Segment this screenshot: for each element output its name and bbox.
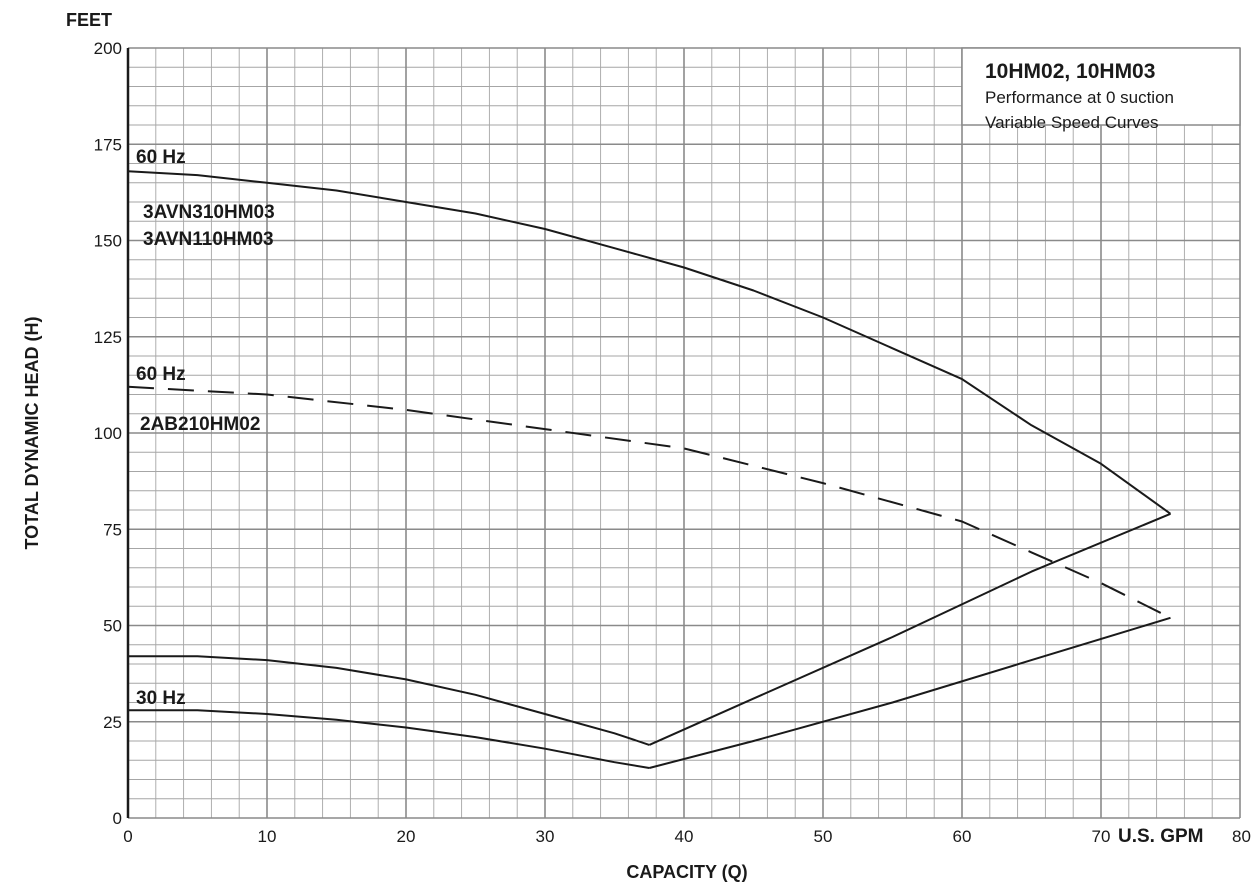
x-axis-title: CAPACITY (Q) — [626, 862, 747, 882]
y-tick-label: 125 — [94, 328, 122, 347]
y-unit-label: FEET — [66, 10, 112, 30]
curve-2 — [128, 655, 650, 746]
x-tick-label: 30 — [536, 827, 555, 846]
y-tick-label: 25 — [103, 713, 122, 732]
x-tick-label: 40 — [675, 827, 694, 846]
x-tick-label: 50 — [814, 827, 833, 846]
y-tick-label: 175 — [94, 135, 122, 154]
x-tick-label: 10 — [258, 827, 277, 846]
label-model-3avn310hm03: 3AVN310HM03 — [143, 202, 275, 223]
legend-box — [961, 47, 1241, 126]
label-30hz: 30 Hz — [136, 688, 186, 709]
label-model-3avn110hm03: 3AVN110HM03 — [143, 229, 274, 250]
y-tick-labels: 0 25 50 75 100 125 150 175 200 — [94, 39, 122, 828]
x-tick-label: 20 — [397, 827, 416, 846]
label-model-2ab210hm02: 2AB210HM02 — [140, 414, 260, 435]
y-tick-label: 100 — [94, 424, 122, 443]
y-tick-label: 50 — [103, 617, 122, 636]
y-tick-label: 150 — [94, 232, 122, 251]
x-tick-label: 70 — [1092, 827, 1111, 846]
x-tick-label: 80 — [1232, 827, 1251, 846]
legend-subtitle-2: Variable Speed Curves — [985, 113, 1159, 132]
curve-1 — [127, 170, 1172, 515]
y-tick-label: 0 — [113, 809, 122, 828]
x-tick-labels: 0 10 20 30 40 50 60 70 80 — [123, 827, 1251, 846]
label-60hz-lower: 60 Hz — [136, 364, 186, 385]
y-tick-label: 75 — [103, 520, 122, 539]
legend-title: 10HM02, 10HM03 — [985, 60, 1155, 83]
curve-3 — [648, 512, 1171, 746]
label-60hz-upper: 60 Hz — [136, 147, 186, 168]
y-axis-title: TOTAL DYNAMIC HEAD (H) — [22, 317, 42, 550]
legend-subtitle-1: Performance at 0 suction — [985, 88, 1174, 107]
x-tick-label: 60 — [953, 827, 972, 846]
curve-5 — [128, 709, 650, 769]
y-tick-label: 200 — [94, 39, 122, 58]
x-unit-label: U.S. GPM — [1118, 826, 1204, 847]
x-tick-label: 0 — [123, 827, 132, 846]
curves-layer — [127, 170, 1172, 769]
curve-6 — [649, 616, 1171, 769]
curve-4 — [127, 385, 1171, 619]
